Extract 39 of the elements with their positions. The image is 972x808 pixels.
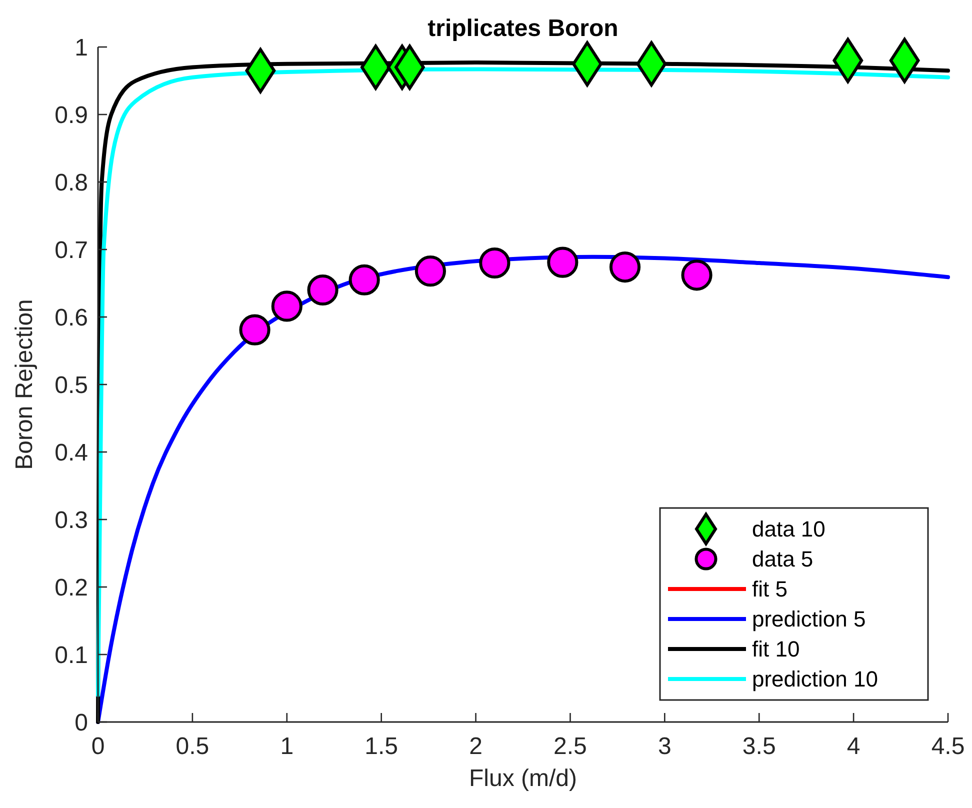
y-tick-label: 0.6 <box>54 304 88 332</box>
y-tick-label: 1 <box>74 34 88 62</box>
legend-label: fit 5 <box>752 576 788 602</box>
y-tick-label: 0.9 <box>54 102 88 129</box>
legend-label: prediction 10 <box>752 666 878 692</box>
x-axis-title: Flux (m/d) <box>469 765 577 792</box>
x-tick-label: 4.5 <box>931 733 965 760</box>
x-tick-label: 1 <box>280 733 294 760</box>
point <box>479 247 510 279</box>
point <box>271 290 302 322</box>
x-tick-label: 1.5 <box>364 733 398 760</box>
x-tick-label: 2 <box>469 733 482 760</box>
point <box>547 246 578 278</box>
y-tick-label: 0.5 <box>54 372 88 399</box>
y-tick-label: 0.2 <box>54 574 88 602</box>
y-tick-label: 0.7 <box>54 236 88 264</box>
x-tick-label: 2.5 <box>554 733 587 760</box>
x-tick-label: 4 <box>846 733 860 760</box>
legend-label: data 5 <box>752 546 814 572</box>
y-tick-label: 0 <box>74 709 88 736</box>
y-tick-label: 0.1 <box>54 642 88 669</box>
point <box>609 252 641 283</box>
x-tick-label: 3 <box>658 733 672 760</box>
point <box>414 256 446 287</box>
y-tick-label: 0.8 <box>54 169 88 196</box>
x-tick-label: 0.5 <box>176 733 210 760</box>
x-tick-label: 3.5 <box>742 733 776 760</box>
point <box>681 260 712 291</box>
x-tick-label: 0 <box>91 733 105 760</box>
legend-label: prediction 5 <box>752 606 866 632</box>
legend-label: data 10 <box>752 516 826 542</box>
point <box>307 274 338 306</box>
y-axis-title: Boron Rejection <box>11 299 38 470</box>
point <box>348 264 380 296</box>
y-tick-label: 0.3 <box>54 506 88 534</box>
chart-title: triplicates Boron <box>428 15 618 42</box>
y-tick-label: 0.4 <box>54 439 88 466</box>
point <box>239 314 270 346</box>
legend-label: fit 10 <box>752 636 800 662</box>
